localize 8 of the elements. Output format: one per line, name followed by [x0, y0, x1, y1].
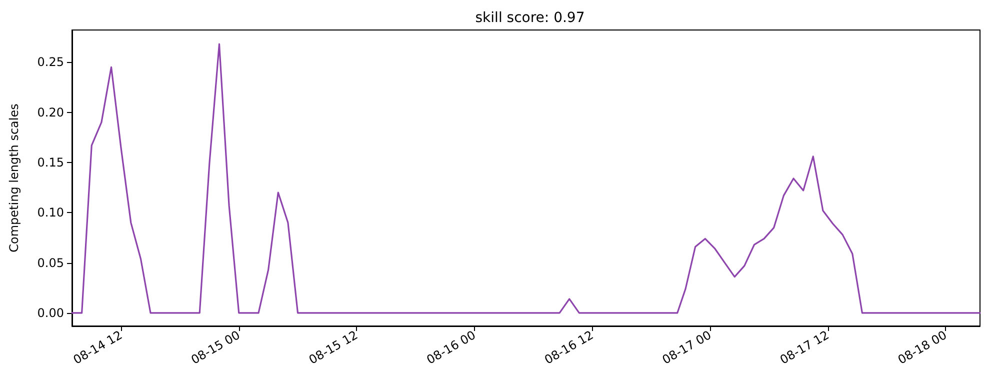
chart-title: skill score: 0.97	[475, 10, 585, 26]
y-tick-label: 0.15	[37, 155, 64, 170]
y-axis-title: Competing length scales	[7, 104, 21, 252]
y-tick-label: 0.00	[37, 306, 64, 320]
y-tick-label: 0.25	[37, 55, 64, 70]
y-tick-label: 0.10	[37, 206, 64, 220]
y-tick-label: 0.05	[37, 256, 64, 270]
y-tick-label: 0.20	[37, 105, 64, 120]
